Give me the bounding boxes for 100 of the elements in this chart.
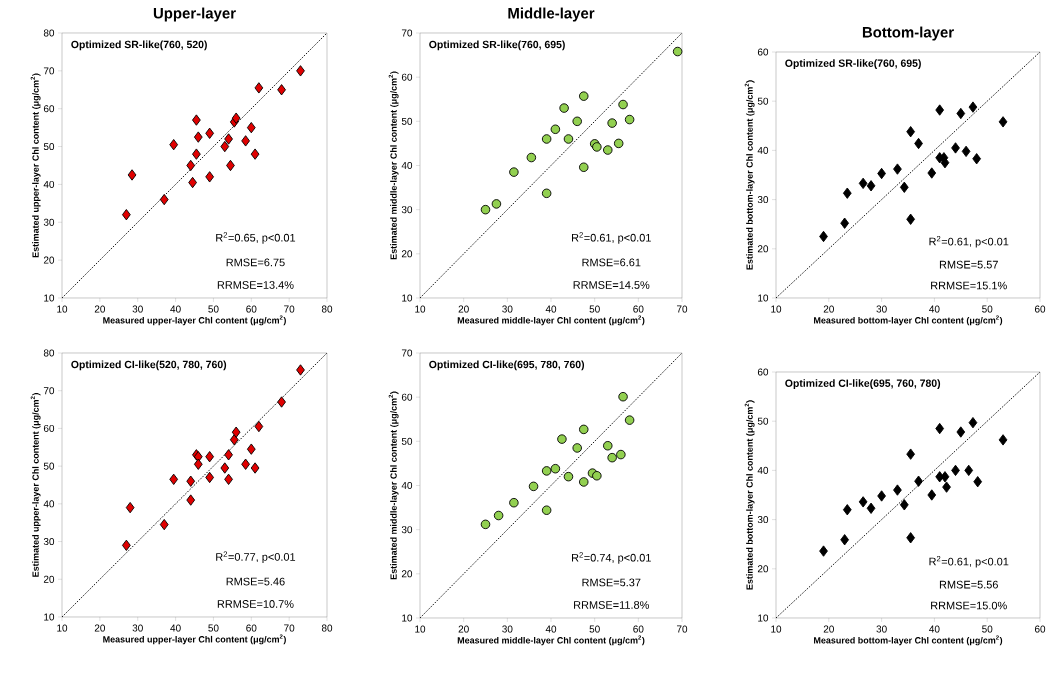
annotation: Optimized SR-like(760, 695)	[785, 59, 921, 69]
x-tick-label: 20	[823, 625, 834, 633]
y-tick-label: 50	[401, 117, 413, 125]
annotation: RMSE=6.75	[226, 258, 285, 267]
x-axis-title: Measured middle-layer Chl content (μg/cm$^{2}$)	[457, 315, 645, 326]
y-tick-label: 20	[43, 575, 55, 583]
annotation: RRMSE=15.1%	[931, 281, 1007, 290]
x-tick-label: 70	[676, 625, 688, 633]
y-tick-label: 30	[757, 196, 769, 204]
y-tick-label: 60	[43, 424, 55, 432]
y-tick-label: 70	[401, 29, 413, 37]
y-axis-title: Estimated upper-layer Chl content (μg/cm$^{2}$)	[30, 393, 41, 577]
x-tick-label: 40	[170, 624, 181, 632]
x-tick-label: 30	[876, 625, 887, 633]
y-axis-title: Estimated bottom-layer Chl content (μg/cm$^{2}$)	[744, 80, 755, 270]
annotation: RMSE=5.56	[939, 580, 998, 589]
y-tick-label: 50	[401, 437, 413, 445]
y-axis-title: Estimated upper-layer Chl content (μg/cm$^{2}$)	[30, 73, 41, 258]
annotation: RRMSE=15.0%	[931, 601, 1007, 610]
x-axis-title: Measured bottom-layer Chl content (μg/cm$^{2}$)	[814, 635, 1003, 646]
y-tick-label: 40	[401, 161, 413, 170]
annotation: RMSE=5.46	[226, 577, 285, 586]
y-tick-label: 60	[401, 393, 413, 401]
y-tick-label: 40	[757, 466, 769, 474]
x-tick-label: 20	[458, 305, 469, 313]
y-tick-label: 50	[757, 417, 769, 425]
y-tick-label: 70	[401, 349, 413, 357]
y-tick-label: 10	[402, 614, 413, 622]
x-axis-title: Measured upper-layer Chl content (μg/cm$^{2}$)	[103, 315, 286, 326]
x-tick-label: 50	[589, 625, 600, 633]
x-tick-label: 10	[57, 305, 68, 313]
x-tick-label: 40	[545, 625, 557, 633]
x-tick-label: 30	[502, 625, 513, 633]
x-tick-label: 60	[1034, 625, 1046, 633]
y-axis-title: Estimated bottom-layer Chl content (μg/cm$^{2}$)	[744, 400, 755, 590]
y-tick-label: 30	[757, 516, 769, 524]
annotation: RRMSE=14.5%	[573, 281, 650, 289]
annotation: R$^{2}$=0.74, p<0.01	[572, 552, 651, 564]
y-tick-label: 40	[43, 500, 55, 508]
annotation: RRMSE=11.8%	[574, 601, 649, 609]
annotation: Optimized SR-like(760, 695)	[429, 40, 565, 51]
y-tick-label: 30	[43, 218, 55, 226]
x-tick-label: 10	[415, 625, 426, 633]
chart-title: Middle-layer	[508, 7, 595, 22]
x-tick-label: 50	[982, 625, 993, 633]
y-tick-label: 30	[401, 526, 413, 534]
x-tick-label: 80	[321, 624, 333, 632]
y-tick-label: 20	[757, 565, 769, 573]
annotation: R$^{2}$=0.61, p<0.01	[572, 232, 651, 244]
annotation: R$^{2}$=0.61, p<0.01	[929, 235, 1009, 248]
y-tick-label: 80	[43, 349, 55, 357]
y-tick-label: 60	[43, 105, 55, 113]
x-tick-label: 10	[771, 625, 782, 633]
x-tick-label: 80	[321, 305, 333, 313]
annotation: RRMSE=10.7%	[217, 600, 294, 608]
y-tick-label: 20	[401, 250, 413, 258]
x-tick-label: 20	[458, 625, 469, 633]
y-tick-label: 30	[43, 538, 55, 546]
y-tick-label: 70	[43, 387, 55, 395]
y-tick-label: 40	[43, 180, 55, 188]
x-tick-label: 20	[94, 624, 106, 632]
annotation: R$^{2}$=0.61, p<0.01	[929, 555, 1009, 568]
y-tick-label: 40	[757, 146, 769, 154]
y-tick-label: 50	[43, 143, 55, 151]
y-tick-label: 60	[757, 368, 769, 376]
y-tick-label: 10	[758, 614, 769, 622]
x-axis-title: Measured upper-layer Chl content (μg/cm$^{2}$)	[103, 634, 286, 645]
x-tick-label: 30	[132, 624, 143, 632]
x-tick-label: 70	[676, 305, 688, 313]
x-tick-label: 10	[771, 305, 782, 313]
x-axis-title: Measured bottom-layer Chl content (μg/cm$^{2}$)	[814, 315, 1003, 326]
x-tick-label: 50	[208, 624, 219, 632]
annotation: Optimized SR-like(760, 520)	[71, 40, 207, 51]
y-tick-label: 80	[43, 29, 55, 37]
x-tick-label: 20	[94, 305, 106, 313]
y-tick-label: 50	[757, 97, 769, 105]
x-tick-label: 10	[415, 305, 426, 313]
x-tick-label: 30	[876, 305, 887, 313]
y-tick-label: 60	[757, 48, 769, 56]
x-tick-label: 30	[502, 305, 513, 313]
x-tick-label: 60	[633, 625, 644, 633]
y-tick-label: 10	[44, 294, 55, 302]
x-axis-title: Measured middle-layer Chl content (μg/cm$^{2}$)	[457, 635, 645, 646]
x-tick-label: 50	[589, 305, 600, 313]
x-tick-label: 70	[284, 305, 295, 313]
x-tick-label: 10	[57, 624, 68, 632]
x-tick-label: 20	[823, 305, 834, 313]
x-tick-label: 60	[246, 305, 257, 313]
x-tick-label: 60	[633, 305, 644, 313]
x-tick-label: 50	[982, 305, 993, 313]
y-tick-label: 10	[402, 294, 413, 302]
y-tick-label: 70	[43, 67, 55, 75]
x-tick-label: 40	[545, 305, 557, 313]
y-tick-label: 10	[44, 613, 55, 621]
chart-title: Bottom-layer	[862, 26, 954, 41]
y-tick-label: 10	[758, 294, 769, 302]
chart-title: Upper-layer	[153, 7, 236, 22]
annotation: R$^{2}$=0.77, p<0.01	[216, 551, 296, 563]
x-tick-label: 50	[208, 305, 219, 313]
y-tick-label: 20	[43, 256, 55, 264]
